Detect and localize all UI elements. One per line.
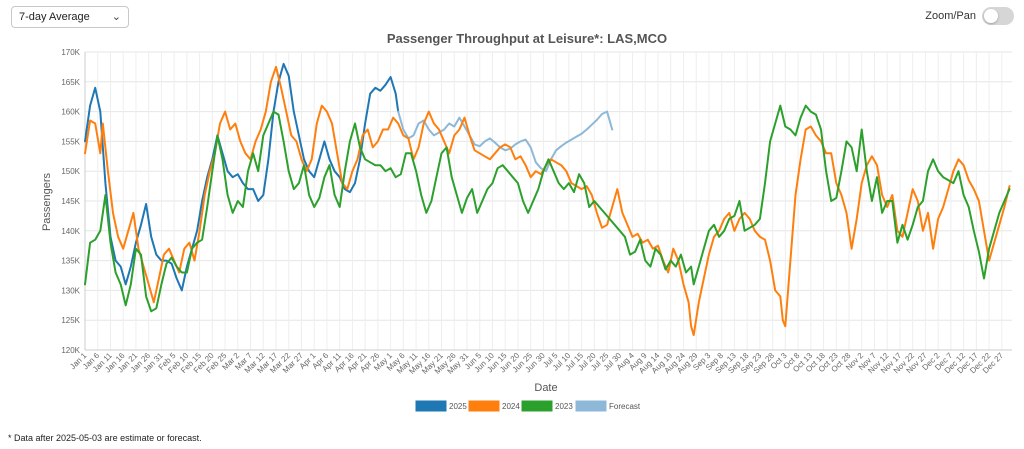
legend-label: 2024: [502, 402, 520, 411]
legend-label: 2025: [449, 402, 467, 411]
y-tick-label: 135K: [61, 257, 80, 266]
legend-item: 2025: [415, 400, 467, 412]
zoom-pan-control: Zoom/Pan: [925, 6, 1014, 26]
y-tick-label: 130K: [61, 286, 80, 295]
average-select[interactable]: 7-day Average ⌄: [11, 6, 129, 28]
legend-item: Forecast: [575, 400, 641, 412]
y-tick-label: 150K: [61, 167, 80, 176]
chart-lines: [84, 62, 1011, 337]
legend-swatch: [415, 400, 447, 412]
chart-grid: [84, 51, 1012, 351]
series-line-forecast: [397, 110, 614, 173]
zoom-pan-toggle[interactable]: [982, 7, 1014, 25]
y-tick-label: 140K: [61, 227, 80, 236]
series-line-2024: [84, 65, 1011, 337]
y-tick-label: 155K: [61, 137, 80, 146]
legend-label: Forecast: [609, 402, 641, 411]
legend-item: 2023: [521, 400, 573, 412]
y-tick-label: 120K: [61, 346, 80, 355]
y-tick-label: 125K: [61, 316, 80, 325]
chart-legend: 2025 2024 2023 Forecast: [415, 400, 641, 412]
zoom-pan-label: Zoom/Pan: [925, 10, 976, 22]
series-line-2023: [84, 104, 1011, 313]
legend-swatch: [468, 400, 500, 412]
y-tick-label: 145K: [61, 197, 80, 206]
footnote: * Data after 2025-05-03 are estimate or …: [8, 433, 202, 443]
y-tick-label: 165K: [61, 78, 80, 87]
legend-item: 2024: [468, 400, 520, 412]
chart-axes: 120K 125K 130K 135K 140K 145K 150K 155K 160K 165K…: [61, 48, 1012, 376]
y-axis-label: Passengers: [41, 172, 53, 231]
toggle-knob: [984, 9, 998, 23]
x-axis-label: Date: [534, 382, 557, 394]
chevron-down-icon: ⌄: [111, 11, 121, 23]
y-tick-label: 160K: [61, 108, 80, 117]
legend-label: 2023: [555, 402, 573, 411]
average-select-value: 7-day Average: [19, 11, 90, 23]
legend-swatch: [521, 400, 553, 412]
passenger-throughput-chart: Passenger Throughput at Leisure*: LAS,MC…: [41, 31, 1012, 412]
legend-swatch: [575, 400, 607, 412]
chart-title: Passenger Throughput at Leisure*: LAS,MC…: [387, 31, 667, 46]
y-tick-label: 170K: [61, 48, 80, 57]
